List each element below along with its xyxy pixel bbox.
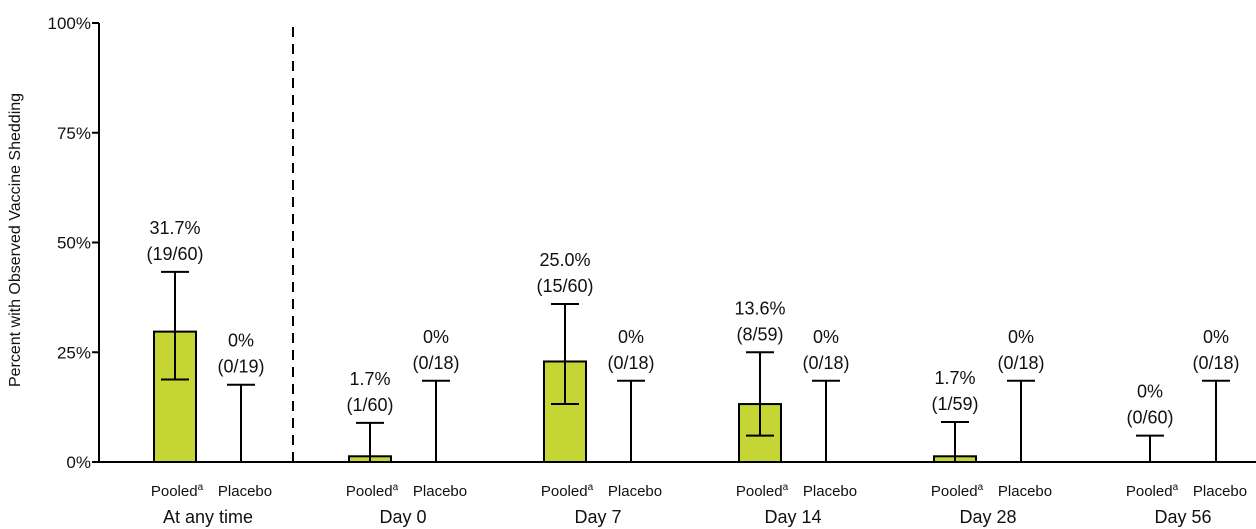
footnote-superscript: a: [393, 482, 399, 493]
data-label-percent: 0%: [618, 327, 644, 347]
bar-category-name: Pooled: [541, 483, 588, 500]
bar-category-label: Pooleda: [346, 482, 399, 500]
bar-category-name: Placebo: [413, 483, 467, 500]
bar-category-label: Placebo: [413, 483, 467, 500]
data-label-count: (0/18): [1192, 353, 1239, 373]
bar-category-name: Placebo: [608, 483, 662, 500]
bar-category-label: Placebo: [803, 483, 857, 500]
bar-category-label: Placebo: [608, 483, 662, 500]
data-label-percent: 0%: [1203, 327, 1229, 347]
data-label-count: (0/60): [1126, 408, 1173, 428]
bar-category-label: Placebo: [218, 483, 272, 500]
group-label: Day 28: [959, 507, 1016, 527]
footnote-superscript: a: [783, 482, 789, 493]
data-label-count: (0/18): [412, 353, 459, 373]
bar-category-label: Pooleda: [736, 482, 789, 500]
data-label-count: (15/60): [536, 276, 593, 296]
footnote-superscript: a: [198, 482, 204, 493]
y-tick-label: 50%: [57, 234, 91, 253]
bar-category-name: Pooled: [736, 483, 783, 500]
y-tick-label: 0%: [66, 453, 91, 472]
bar-category-name: Pooled: [151, 483, 198, 500]
bar-category-name: Placebo: [1193, 483, 1247, 500]
group-label: Day 56: [1154, 507, 1211, 527]
data-label-percent: 1.7%: [934, 368, 975, 388]
footnote-superscript: a: [1173, 482, 1179, 493]
data-label-percent: 0%: [1008, 327, 1034, 347]
bar-category-label: Pooleda: [1126, 482, 1179, 500]
bar-category-label: Placebo: [1193, 483, 1247, 500]
bar-category-label: Placebo: [998, 483, 1052, 500]
data-label-percent: 0%: [1137, 382, 1163, 402]
y-tick-label: 100%: [48, 14, 91, 33]
group-label: Day 7: [574, 507, 621, 527]
bar-pooled: [543, 360, 587, 463]
bar-category-name: Pooled: [931, 483, 978, 500]
group-label: At any time: [163, 507, 253, 527]
bar-category-name: Placebo: [998, 483, 1052, 500]
bar-category-label: Pooleda: [151, 482, 204, 500]
data-label-percent: 0%: [228, 331, 254, 351]
bar-category-name: Pooled: [346, 483, 393, 500]
group-label: Day 0: [379, 507, 426, 527]
data-label-count: (8/59): [736, 324, 783, 344]
y-axis-label: Percent with Observed Vaccine Shedding: [7, 93, 24, 387]
data-label-percent: 0%: [813, 327, 839, 347]
footnote-superscript: a: [978, 482, 984, 493]
data-label-count: (19/60): [146, 244, 203, 264]
bar-category-label: Pooleda: [931, 482, 984, 500]
bar-category-name: Placebo: [218, 483, 272, 500]
data-label-percent: 1.7%: [349, 369, 390, 389]
data-label-count: (0/18): [607, 353, 654, 373]
data-label-count: (0/18): [802, 353, 849, 373]
y-axis: 0% 25% 50% 75% 100%: [48, 14, 1256, 472]
data-label-count: (1/59): [931, 394, 978, 414]
data-label-count: (0/18): [997, 353, 1044, 373]
bar-category-name: Pooled: [1126, 483, 1173, 500]
footnote-superscript: a: [588, 482, 594, 493]
data-label-count: (1/60): [346, 395, 393, 415]
y-tick-label: 75%: [57, 124, 91, 143]
data-label-count: (0/19): [217, 357, 264, 377]
data-label-percent: 31.7%: [149, 218, 200, 238]
y-tick-label: 25%: [57, 343, 91, 362]
bar-category-label: Pooleda: [541, 482, 594, 500]
group-label: Day 14: [764, 507, 821, 527]
bar-category-name: Placebo: [803, 483, 857, 500]
data-label-percent: 0%: [423, 327, 449, 347]
data-label-percent: 13.6%: [734, 298, 785, 318]
data-label-percent: 25.0%: [539, 250, 590, 270]
